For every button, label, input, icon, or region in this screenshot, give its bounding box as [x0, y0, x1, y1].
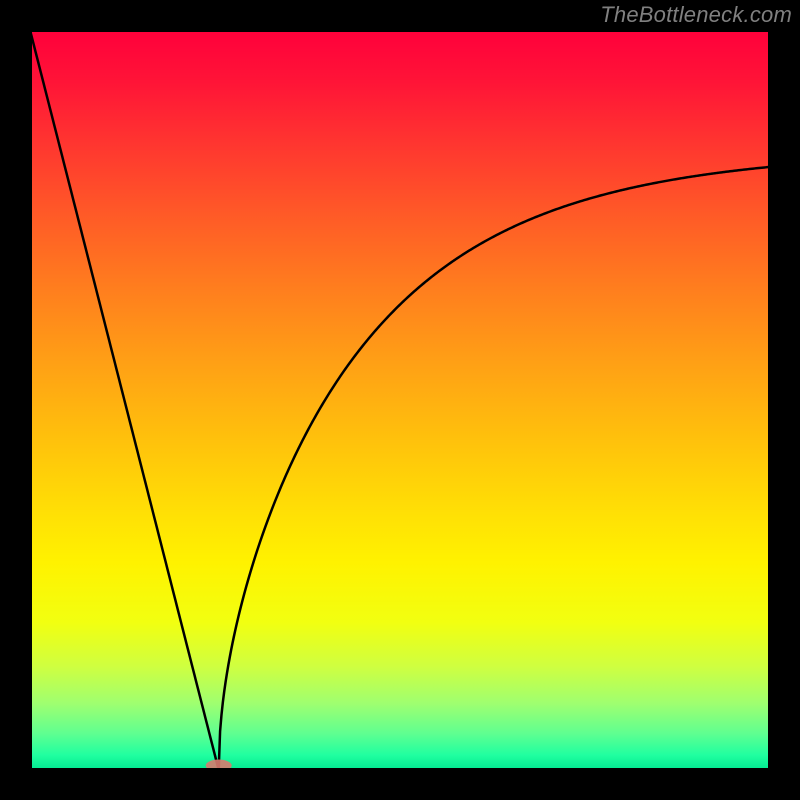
chart-container: TheBottleneck.com	[0, 0, 800, 800]
watermark-text: TheBottleneck.com	[600, 2, 792, 28]
chart-svg	[0, 0, 800, 800]
plot-area	[30, 30, 770, 770]
